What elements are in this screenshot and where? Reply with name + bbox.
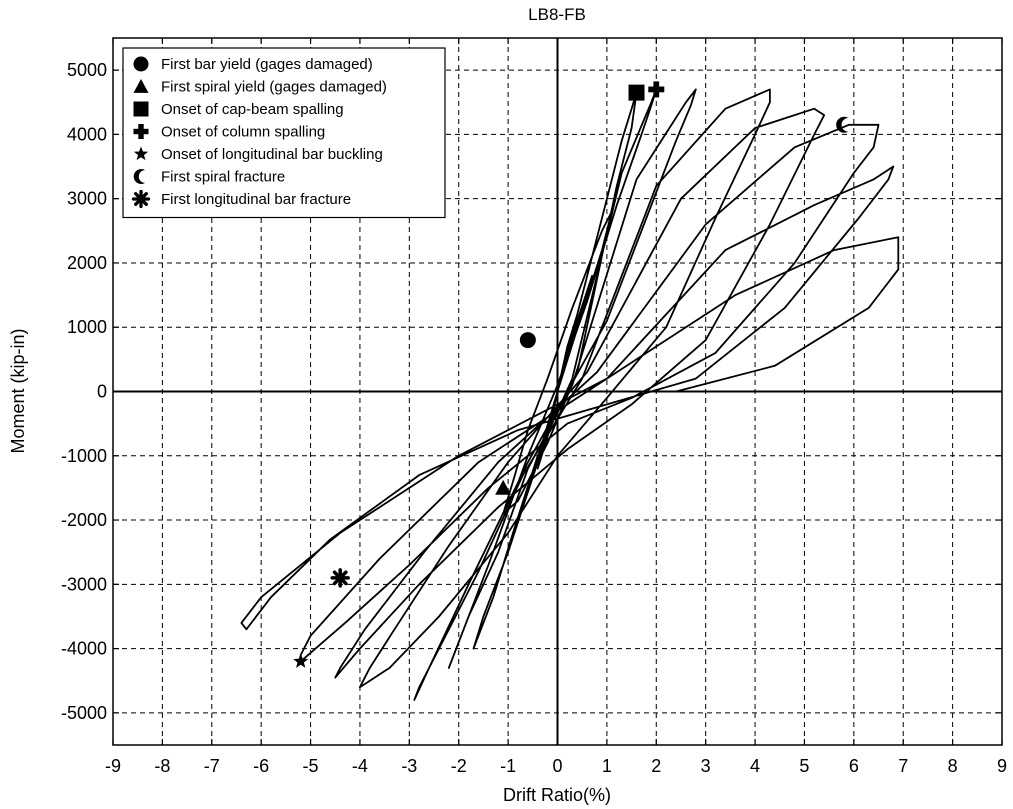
- x-tick-label: 1: [602, 756, 612, 776]
- legend-item: First spiral yield (gages damaged): [133, 79, 387, 96]
- triangle-marker: [133, 79, 149, 93]
- x-tick-label: 8: [948, 756, 958, 776]
- y-tick-label: 0: [97, 382, 107, 402]
- legend-item: First bar yield (gages damaged): [133, 56, 373, 73]
- star-marker: [293, 653, 309, 668]
- event-markers: [293, 81, 849, 668]
- legend-item: Onset of cap-beam spalling: [133, 101, 344, 118]
- x-tick-label: -1: [500, 756, 516, 776]
- crescent-marker: [133, 169, 146, 185]
- y-tick-label: -5000: [61, 703, 107, 723]
- ticks: -9 -8 -7 -6 -5 -4 -3 -2 -1 0 1 2 3 4 5 6 7 8 9 -5000 -4000 -3…: [61, 38, 1007, 776]
- square-marker: [628, 84, 645, 101]
- y-tick-label: 5000: [67, 60, 107, 80]
- x-tick-label: -6: [253, 756, 269, 776]
- circle-marker: [133, 56, 149, 72]
- legend-label: First spiral yield (gages damaged): [161, 79, 387, 96]
- legend-label: First longitudinal bar fracture: [161, 191, 351, 208]
- x-tick-label: 5: [799, 756, 809, 776]
- x-tick-label: 7: [898, 756, 908, 776]
- x-tick-label: -4: [352, 756, 368, 776]
- crescent-marker: [836, 116, 849, 133]
- legend-label: Onset of longitudinal bar buckling: [161, 146, 383, 163]
- data-series: [240, 88, 900, 701]
- y-tick-label: -2000: [61, 510, 107, 530]
- y-axis-title: Moment (kip-in): [8, 328, 28, 453]
- x-tick-label: 3: [701, 756, 711, 776]
- legend-label: Onset of column spalling: [161, 124, 325, 141]
- legend-label: Onset of cap-beam spalling: [161, 101, 344, 118]
- cross-marker: [133, 124, 149, 139]
- x-tick-label: -2: [451, 756, 467, 776]
- y-tick-label: 1000: [67, 317, 107, 337]
- legend-label: First bar yield (gages damaged): [161, 56, 373, 73]
- legend-item: First longitudinal bar fracture: [131, 189, 351, 209]
- asterisk-marker: [131, 189, 151, 209]
- x-tick-label: 9: [997, 756, 1007, 776]
- chart-title: LB8-FB: [528, 5, 586, 24]
- square-marker: [133, 101, 149, 117]
- legend-item: Onset of column spalling: [133, 124, 325, 141]
- cross-marker: [648, 81, 665, 98]
- x-tick-label: 4: [750, 756, 760, 776]
- legend-item: First spiral fracture: [133, 169, 285, 186]
- asterisk-marker: [330, 568, 350, 588]
- y-tick-label: -1000: [61, 446, 107, 466]
- x-tick-label: -3: [401, 756, 417, 776]
- x-axis-title: Drift Ratio(%): [503, 785, 611, 805]
- y-tick-label: 4000: [67, 124, 107, 144]
- x-tick-label: -9: [105, 756, 121, 776]
- x-tick-label: -7: [204, 756, 220, 776]
- y-tick-label: 2000: [67, 253, 107, 273]
- series-hysteresis: [240, 88, 900, 701]
- circle-marker: [519, 332, 536, 349]
- star-marker: [133, 146, 149, 161]
- x-tick-label: -8: [154, 756, 170, 776]
- legend-item: Onset of longitudinal bar buckling: [133, 146, 383, 163]
- y-tick-label: -4000: [61, 639, 107, 659]
- x-tick-label: 2: [651, 756, 661, 776]
- legend: First bar yield (gages damaged) First spi…: [122, 47, 446, 219]
- y-tick-label: -3000: [61, 574, 107, 594]
- x-tick-label: 0: [552, 756, 562, 776]
- legend-box: [122, 47, 446, 219]
- x-tick-label: 6: [849, 756, 859, 776]
- legend-label: First spiral fracture: [161, 169, 285, 186]
- triangle-marker: [495, 479, 512, 495]
- y-tick-label: 3000: [67, 189, 107, 209]
- x-tick-label: -5: [303, 756, 319, 776]
